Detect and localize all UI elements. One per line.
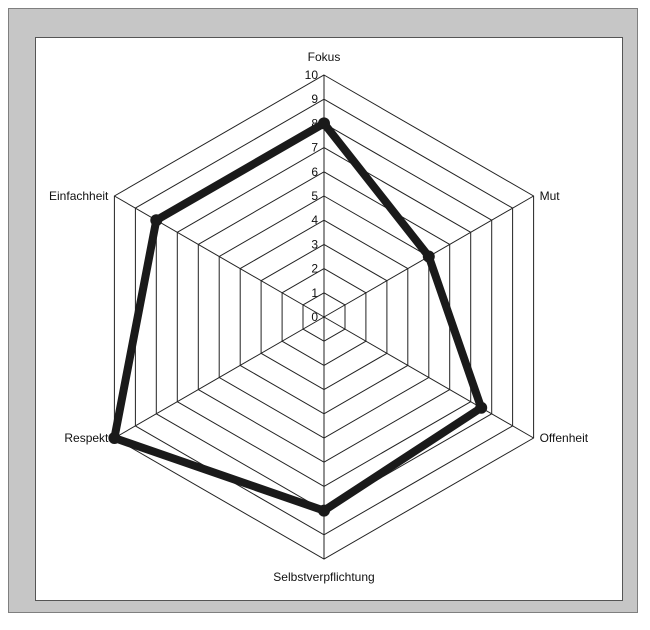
tick-label-9: 9 <box>311 92 318 106</box>
data-point-fokus <box>318 117 330 130</box>
category-label-respekt: Respekt <box>64 431 109 445</box>
radial-tick-labels: 0 1 2 3 4 5 6 7 8 9 10 <box>305 68 319 324</box>
category-label-fokus: Fokus <box>308 50 341 64</box>
tick-label-3: 3 <box>311 237 318 251</box>
category-label-einfachheit: Einfachheit <box>49 189 109 203</box>
data-point-respekt <box>108 432 121 444</box>
tick-label-4: 4 <box>311 213 318 227</box>
tick-label-0: 0 <box>311 310 318 324</box>
tick-label-7: 7 <box>311 141 318 155</box>
series-layer <box>108 117 488 517</box>
data-point-mut <box>422 250 435 263</box>
category-labels: Fokus Mut Offenheit Selbstverpflichtung Resp… <box>49 50 589 584</box>
category-label-mut: Mut <box>540 189 561 203</box>
data-point-offenheit <box>475 401 488 414</box>
tick-label-5: 5 <box>311 189 318 203</box>
tick-label-10: 10 <box>305 68 319 82</box>
tick-label-8: 8 <box>311 116 318 130</box>
spoke-offenheit <box>323 316 534 439</box>
category-label-offenheit: Offenheit <box>540 431 589 445</box>
data-point-selbstverpflichtung <box>318 504 330 517</box>
tick-label-2: 2 <box>311 262 318 276</box>
spoke-einfachheit <box>114 195 325 318</box>
category-label-selbstverpflichtung: Selbstverpflichtung <box>273 570 374 584</box>
spoke-respekt <box>114 316 325 439</box>
series-line-0 <box>110 119 486 515</box>
data-point-einfachheit <box>150 214 163 227</box>
tick-label-1: 1 <box>311 286 318 300</box>
tick-label-6: 6 <box>311 165 318 179</box>
